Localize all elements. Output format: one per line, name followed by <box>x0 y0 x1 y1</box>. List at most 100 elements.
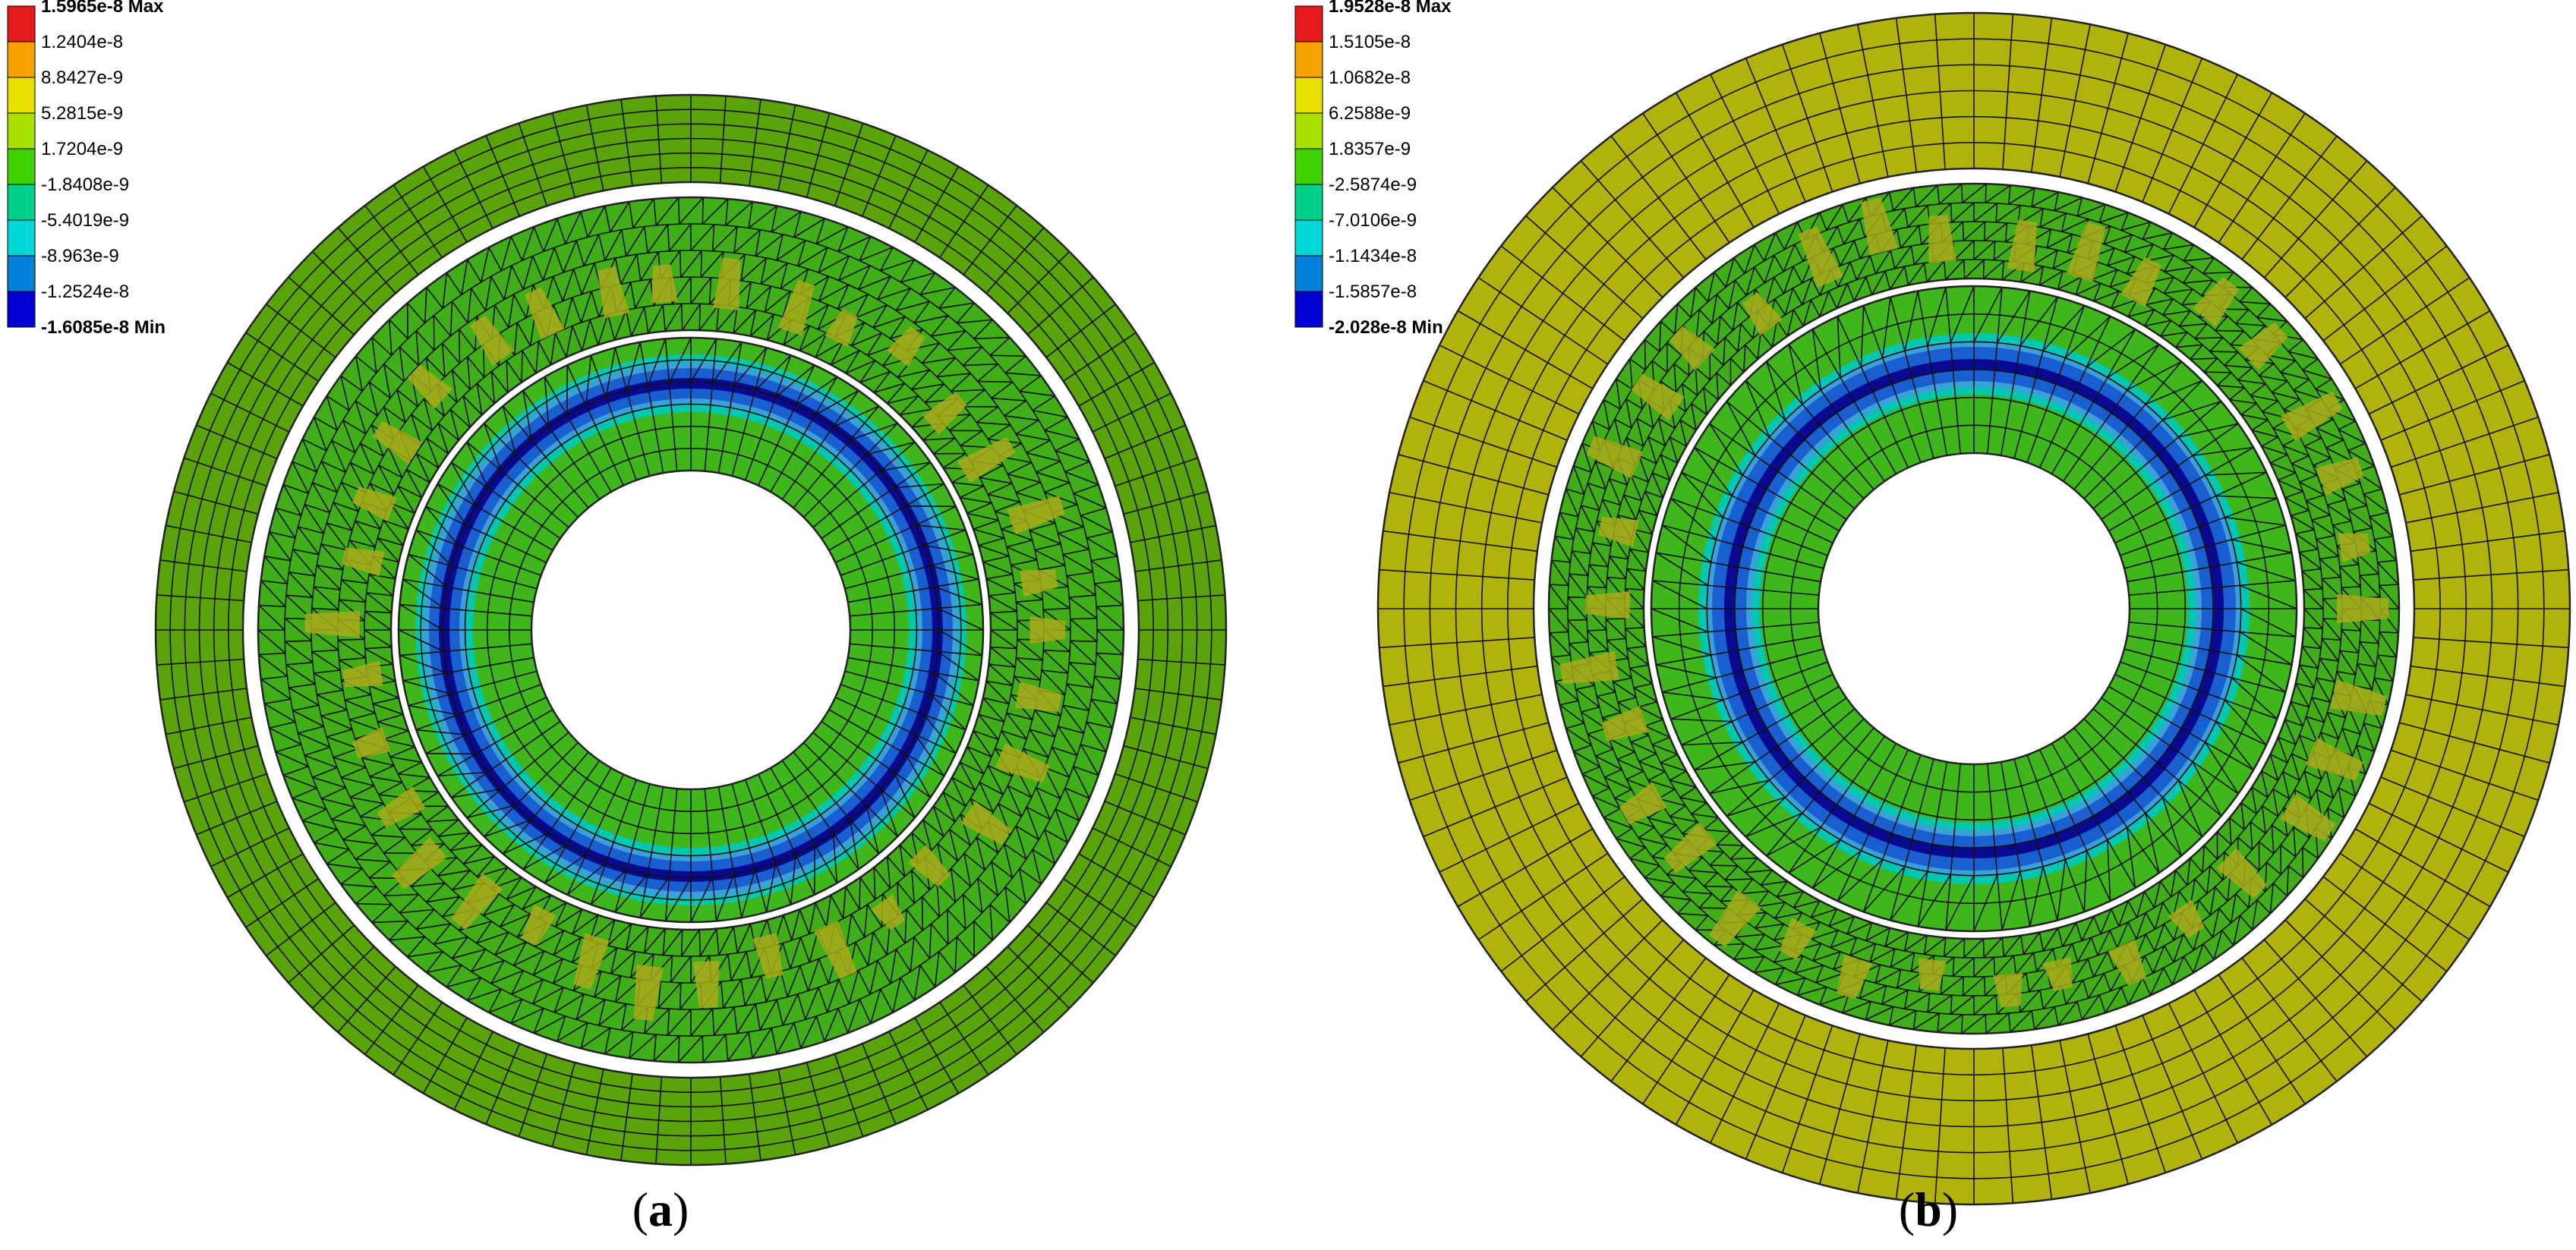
stator-patch <box>525 287 565 340</box>
legend-swatch <box>7 112 36 150</box>
stator-patch <box>2305 738 2363 781</box>
boundary-circle <box>397 336 985 924</box>
air-gap <box>243 182 1139 1078</box>
boundary-circle <box>257 196 1125 1064</box>
stator-patch <box>1619 782 1667 824</box>
stator-patch <box>1601 705 1649 741</box>
legend-label: 6.2588e-9 <box>1329 103 1411 124</box>
legend-label: -1.2524e-8 <box>41 282 129 302</box>
stator-patch <box>2337 594 2389 624</box>
legend-swatch <box>7 219 36 257</box>
boundary-circle <box>530 469 852 791</box>
stator-patch <box>1597 516 1639 548</box>
legend-swatch <box>1294 255 1323 292</box>
air-gap <box>1644 279 2304 939</box>
air-gap <box>251 190 1131 1070</box>
stator-patch <box>2330 679 2387 716</box>
stator-patch <box>372 420 423 464</box>
legend-label: 1.0682e-8 <box>1329 68 1411 88</box>
shaft-hole <box>1819 454 2129 764</box>
boundary-circle <box>154 93 1228 1167</box>
legend-label: 1.7204e-9 <box>41 139 123 159</box>
boundary-circle <box>1642 277 2306 940</box>
stator-patch <box>304 611 361 638</box>
legend-swatch <box>1294 41 1323 78</box>
stator-patch <box>908 844 951 887</box>
stator-patch <box>573 933 610 990</box>
legend-swatch <box>1294 219 1323 257</box>
legend-swatch <box>1294 5 1323 43</box>
stator-patch <box>1708 889 1761 948</box>
stator-patch <box>713 257 741 311</box>
stator-patch <box>1861 197 1899 256</box>
boundary-circle <box>1650 285 2298 933</box>
legend-b: 1.9528e-8 Max 1.5105e-8 1.0682e-8 6.2588e-9… <box>1294 0 1452 338</box>
mesh-plot-a <box>154 93 1228 1167</box>
air-gap <box>391 330 991 930</box>
stator-patch <box>1663 822 1717 874</box>
stator-patch <box>814 920 857 980</box>
stator-patch <box>342 547 385 577</box>
stator-patch <box>597 266 630 319</box>
legend-label: -5.4019e-9 <box>41 210 129 231</box>
legend-swatch <box>7 41 36 78</box>
stator-patch <box>377 786 426 828</box>
stator-patch <box>777 279 815 336</box>
stator-patch <box>2066 222 2106 282</box>
legend-label: -1.1434e-8 <box>1329 246 1417 266</box>
stator-patch <box>886 326 925 367</box>
stator-patch <box>1559 650 1619 685</box>
legend-swatch <box>7 77 36 114</box>
legend-label: -2.5874e-9 <box>1329 175 1417 195</box>
legend-label: -1.6085e-8 Min <box>41 317 166 338</box>
boundary-circle <box>1817 452 2131 766</box>
legend-label: -7.0106e-9 <box>1329 210 1417 231</box>
legend-a: 1.5965e-8 Max 1.2404e-8 8.8427e-9 5.2815e-9… <box>7 0 166 338</box>
stator-patch <box>2192 276 2240 327</box>
boundary-circle <box>1376 11 2571 1206</box>
stator-patch <box>1742 292 1783 335</box>
stator-patch <box>407 364 453 409</box>
stator-patch <box>2280 794 2336 842</box>
legend-label: 1.8357e-9 <box>1329 139 1411 159</box>
stator-patch <box>2108 939 2147 986</box>
stator-patch <box>521 904 557 946</box>
stator-patch <box>634 964 664 1022</box>
stator-patch <box>1015 681 1062 712</box>
stator-patch <box>1007 496 1065 535</box>
legend-swatch <box>7 5 36 43</box>
stator-patch <box>752 933 784 979</box>
stator-patch <box>352 726 391 758</box>
legend-swatch <box>1294 184 1323 221</box>
legend-label: 1.5965e-8 Max <box>41 0 164 17</box>
stator-patch <box>1020 569 1058 597</box>
stator-patch <box>692 960 720 1009</box>
stator-patch <box>651 264 678 304</box>
panel-b: 1.9528e-8 Max 1.5105e-8 1.0682e-8 6.2588e-9… <box>1288 0 2576 1250</box>
stator-patch <box>1631 373 1685 421</box>
mesh-plot-b <box>1376 11 2571 1206</box>
stator-patch <box>2168 899 2205 938</box>
air-gap <box>1541 176 2407 1041</box>
stator-patch <box>1918 958 1947 991</box>
stator-patch <box>2216 848 2268 899</box>
caption-b: (b) <box>1899 1182 1958 1236</box>
legend-label: -1.5857e-8 <box>1329 282 1417 302</box>
stator-patch <box>2042 956 2073 992</box>
stator-patch <box>960 801 1012 845</box>
legend-label: 1.2404e-8 <box>41 32 123 52</box>
stator-patch <box>957 436 1016 483</box>
boundary-circle <box>389 329 992 931</box>
stator-patch <box>2120 257 2162 307</box>
boundary-circle <box>241 181 1140 1079</box>
stator-patch <box>1798 225 1844 288</box>
stator-patch <box>1669 326 1715 371</box>
stator-patch <box>2007 219 2037 272</box>
shaft-hole <box>532 471 850 789</box>
air-gap <box>1534 168 2414 1049</box>
stator-patch <box>995 743 1050 783</box>
legend-swatch <box>1294 112 1323 150</box>
legend-label: 1.9528e-8 Max <box>1329 0 1452 17</box>
boundary-circle <box>1532 167 2416 1050</box>
legend-swatch <box>7 291 36 328</box>
